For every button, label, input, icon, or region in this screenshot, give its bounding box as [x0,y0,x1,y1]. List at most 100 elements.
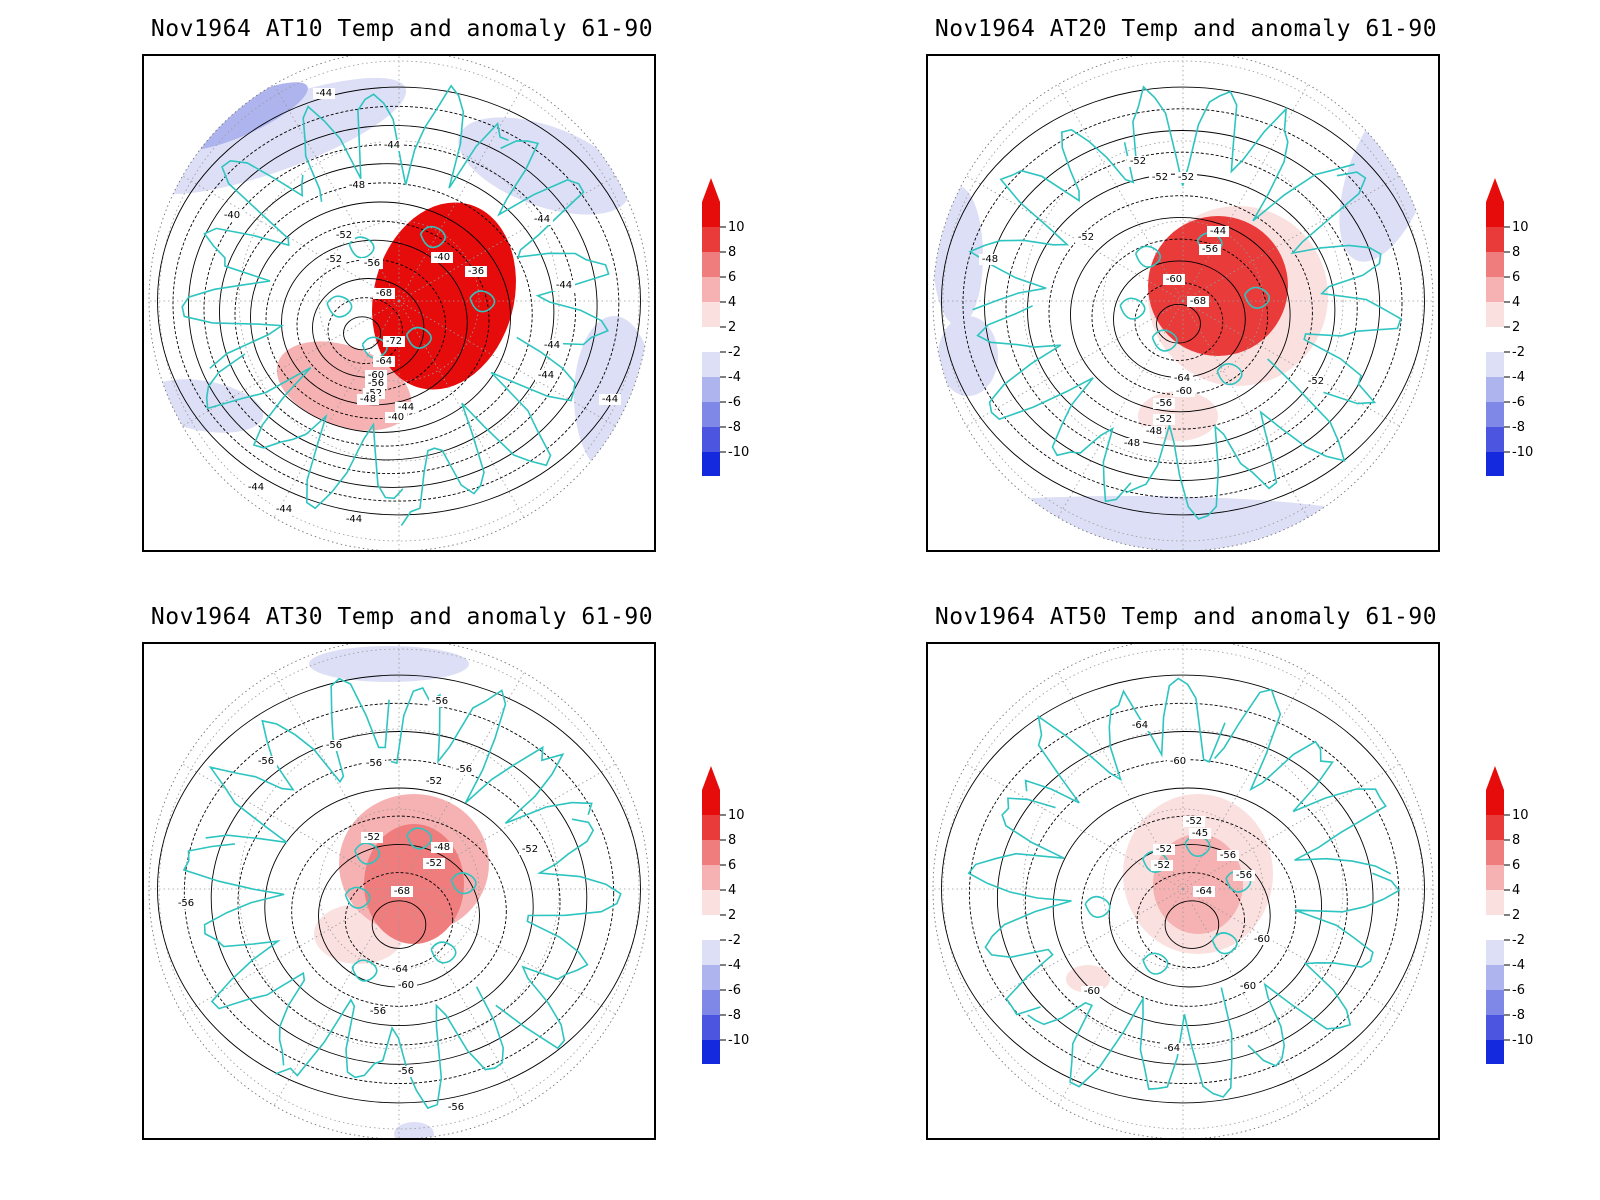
colorbar-label: -8 [1512,1008,1525,1023]
contour-label-bg [365,378,387,389]
contour-label-bg [465,266,487,277]
contour-label: -52 [1078,232,1094,243]
meridian-line [1182,175,1400,302]
contour-label-bg [1081,986,1103,997]
contour-label: -40 [388,412,404,423]
colorbar-swatch [1486,840,1504,865]
contour-label-bg [1075,232,1097,243]
meridian-line [398,672,525,890]
colorbar-swatch [702,940,720,965]
contour-label: -40 [434,252,450,263]
colorbar-swatch [702,452,720,476]
contour-label-bg [221,210,243,221]
colorbar-arrow-up [702,178,720,202]
contour-label: -52 [1156,844,1172,855]
colorbar-swatch [702,865,720,890]
contour-label: -56 [364,258,380,269]
contour-label: -64 [1174,373,1190,384]
temperature-contour [941,674,1425,1104]
contour-label-bg [365,370,387,381]
colorbar-label: -2 [1512,345,1525,360]
contour-label-bg [979,254,1001,265]
temperature-contour [1134,282,1224,361]
colorbar-swatch [1486,890,1504,915]
contour-label-bg [1121,438,1143,449]
contour-label-bg [361,258,383,269]
contour-label: -60 [1166,274,1182,285]
contour-label: -60 [1176,386,1192,397]
contour-label: -52 [366,388,382,399]
panel-at30: Nov1964 AT30 Temp and anomaly 61-90 -56 -… [142,604,902,1164]
latitude-circle [318,220,480,382]
colorbar-label: 10 [1512,220,1529,235]
contour-label-bg [1149,172,1171,183]
contour-label-bg [361,832,383,843]
colorbar-canvas: 10 8 6 4 2 -2 -4 -6 -8 -10 [702,178,749,476]
meridian-line [966,300,1184,427]
meridian-line [273,300,400,518]
colorbar-canvas: 10 8 6 4 2 -2 -4 -6 -8 -10 [1486,766,1533,1064]
colorbar-swatch [1486,302,1504,327]
contour-label: -48 [349,180,365,191]
colorbar-swatch [1486,990,1504,1015]
temperature-contour [157,86,641,516]
temperature-contour [1091,238,1269,396]
map-edge [932,644,1434,1138]
colorbar-swatch [702,1015,720,1040]
temperature-contour [250,201,511,433]
map-content: -52-52 -52-48-44-56-52-60-68-64-60-56-52-… [933,56,1433,550]
anomaly-area [938,316,998,396]
colorbar-arrow-up [702,766,720,790]
colorbar-label: 2 [728,908,736,923]
colorbar-swatch [1486,402,1504,427]
contour-label-bg [423,776,445,787]
contour-label: -56 [178,898,194,909]
contour-label: -56 [456,764,472,775]
contour-label-bg [1153,414,1175,425]
colorbar-label: 4 [1512,883,1520,898]
contour-label: -60 [1084,986,1100,997]
colorbar-swatch [702,427,720,452]
colorbar-label: -10 [728,445,749,460]
colorbar-swatch [1486,377,1504,402]
colorbar-swatch [1486,352,1504,377]
colorbar-label: -4 [728,958,741,973]
meridian-line [398,888,525,1106]
colorbar-arrow-up [1486,178,1504,202]
contour-label: -56 [1236,870,1252,881]
colorbar-swatch [1486,427,1504,452]
temperature-contour [237,759,561,1046]
contour-label: -60 [1170,756,1186,767]
latitude-circle [1102,808,1264,970]
contour-label: -68 [394,886,410,897]
colorbar-label: -6 [1512,395,1525,410]
colorbar-swatch [702,990,720,1015]
contour-label-bg [531,214,553,225]
meridian-line [1057,888,1184,1106]
panel-title: Nov1964 AT30 Temp and anomaly 61-90 [150,604,654,630]
colorbar-label: -6 [728,395,741,410]
contour-label-bg [333,230,355,241]
contour-label: -48 [1124,438,1140,449]
latitude-circle [318,808,480,970]
map-content: -56 -56 -56 -56 -56 -52 -52 -48 -52 -68 -52 -64 -60 -… [149,644,649,1138]
map-edge [148,56,650,550]
temperature-contour [996,731,1374,1065]
contour-label: -44 [276,504,292,515]
contour-label: -56 [448,1102,464,1113]
contour-label: -45 [1192,828,1208,839]
map-edge [148,644,650,1138]
temperature-contour [188,124,598,488]
colorbar-swatch [1486,815,1504,840]
colorbar-swatch [1486,940,1504,965]
contour-label-bg [1207,226,1229,237]
anomaly-area [933,496,1388,550]
panel-title: Nov1964 AT20 Temp and anomaly 61-90 [934,16,1438,42]
contour-label: -56 [326,740,342,751]
contour-label-bg [395,402,417,413]
contour-label-bg [1251,934,1273,945]
temperature-contour [962,108,1403,499]
contour-label: -48 [982,254,998,265]
contour-label-bg [383,336,405,347]
colorbar-label: 10 [728,220,745,235]
